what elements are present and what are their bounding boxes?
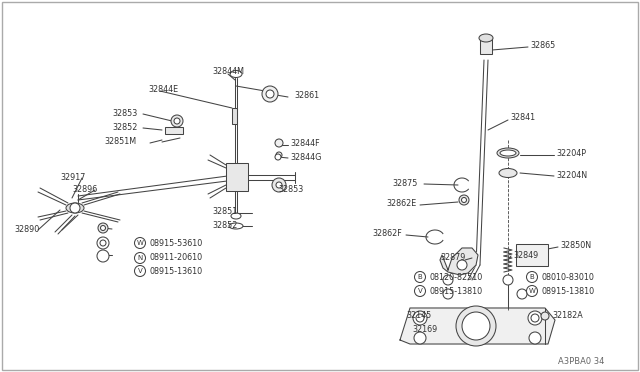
Circle shape bbox=[527, 272, 538, 282]
Circle shape bbox=[98, 223, 108, 233]
Polygon shape bbox=[440, 248, 478, 275]
Circle shape bbox=[134, 253, 145, 263]
Text: 32852: 32852 bbox=[212, 221, 237, 231]
Circle shape bbox=[459, 195, 469, 205]
Circle shape bbox=[415, 285, 426, 296]
Ellipse shape bbox=[500, 150, 516, 156]
Circle shape bbox=[134, 237, 145, 248]
Text: 32890: 32890 bbox=[14, 225, 39, 234]
Circle shape bbox=[541, 312, 549, 320]
Circle shape bbox=[100, 225, 106, 231]
Circle shape bbox=[416, 314, 424, 322]
Text: 32204N: 32204N bbox=[556, 170, 587, 180]
Circle shape bbox=[276, 182, 282, 188]
Bar bbox=[165, 127, 183, 134]
Circle shape bbox=[266, 90, 274, 98]
Circle shape bbox=[443, 275, 453, 285]
Text: B: B bbox=[418, 274, 422, 280]
Circle shape bbox=[97, 237, 109, 249]
Text: 08915-13610: 08915-13610 bbox=[150, 266, 203, 276]
Ellipse shape bbox=[230, 71, 242, 77]
Text: W: W bbox=[136, 240, 143, 246]
Circle shape bbox=[414, 332, 426, 344]
Text: 32862F: 32862F bbox=[372, 228, 402, 237]
Text: 32844M: 32844M bbox=[212, 67, 244, 77]
Circle shape bbox=[529, 332, 541, 344]
Text: 32861: 32861 bbox=[294, 92, 319, 100]
Circle shape bbox=[134, 266, 145, 276]
Circle shape bbox=[503, 275, 513, 285]
Text: 32182A: 32182A bbox=[552, 311, 583, 320]
Circle shape bbox=[272, 178, 286, 192]
Text: 32844F: 32844F bbox=[290, 138, 319, 148]
Text: 32862E: 32862E bbox=[386, 199, 416, 208]
Text: 32850N: 32850N bbox=[560, 241, 591, 250]
Text: 32841: 32841 bbox=[510, 113, 535, 122]
Text: 32875: 32875 bbox=[392, 179, 417, 187]
Circle shape bbox=[171, 115, 183, 127]
Circle shape bbox=[531, 314, 539, 322]
Text: 08915-53610: 08915-53610 bbox=[150, 238, 204, 247]
Text: 32844G: 32844G bbox=[290, 153, 321, 161]
Text: 32204P: 32204P bbox=[556, 148, 586, 157]
Circle shape bbox=[276, 152, 282, 158]
Circle shape bbox=[70, 203, 80, 213]
Text: V: V bbox=[418, 288, 422, 294]
Circle shape bbox=[456, 306, 496, 346]
Text: 32853: 32853 bbox=[112, 109, 137, 118]
Ellipse shape bbox=[231, 213, 241, 219]
Text: 32169: 32169 bbox=[412, 326, 437, 334]
Circle shape bbox=[262, 86, 278, 102]
Text: 32849: 32849 bbox=[513, 250, 538, 260]
Text: 32865: 32865 bbox=[530, 41, 556, 49]
Text: V: V bbox=[138, 268, 142, 274]
Circle shape bbox=[174, 118, 180, 124]
Text: 32844E: 32844E bbox=[148, 86, 178, 94]
Text: 32917: 32917 bbox=[60, 173, 85, 183]
Ellipse shape bbox=[229, 223, 243, 229]
Circle shape bbox=[413, 311, 427, 325]
Text: 08120-82510: 08120-82510 bbox=[430, 273, 483, 282]
Polygon shape bbox=[400, 308, 555, 344]
Text: 32851: 32851 bbox=[212, 208, 237, 217]
Circle shape bbox=[275, 139, 283, 147]
Text: W: W bbox=[529, 288, 536, 294]
Bar bbox=[480, 38, 492, 54]
Bar bbox=[232, 108, 237, 124]
Text: 32852: 32852 bbox=[112, 122, 138, 131]
Circle shape bbox=[528, 311, 542, 325]
Circle shape bbox=[97, 250, 109, 262]
Circle shape bbox=[517, 289, 527, 299]
Ellipse shape bbox=[479, 34, 493, 42]
Circle shape bbox=[457, 260, 467, 270]
Text: 08010-83010: 08010-83010 bbox=[542, 273, 595, 282]
Ellipse shape bbox=[66, 203, 84, 213]
Ellipse shape bbox=[499, 169, 517, 177]
Circle shape bbox=[461, 198, 467, 202]
Text: N: N bbox=[138, 255, 143, 261]
Ellipse shape bbox=[497, 148, 519, 158]
Circle shape bbox=[462, 312, 490, 340]
Text: B: B bbox=[530, 274, 534, 280]
Circle shape bbox=[527, 285, 538, 296]
Text: 32853: 32853 bbox=[278, 186, 303, 195]
Text: 08911-20610: 08911-20610 bbox=[150, 253, 203, 263]
Circle shape bbox=[100, 240, 106, 246]
Text: 32851M: 32851M bbox=[104, 138, 136, 147]
Circle shape bbox=[415, 272, 426, 282]
Bar bbox=[226, 163, 248, 191]
Text: 32145: 32145 bbox=[406, 311, 431, 321]
Text: 08915-13810: 08915-13810 bbox=[542, 286, 595, 295]
Text: 08915-13810: 08915-13810 bbox=[430, 286, 483, 295]
Text: 32879: 32879 bbox=[440, 253, 465, 263]
Text: 32896: 32896 bbox=[72, 186, 97, 195]
Circle shape bbox=[443, 289, 453, 299]
Bar bbox=[516, 244, 548, 266]
Circle shape bbox=[275, 154, 281, 160]
Text: A3PBA0 34: A3PBA0 34 bbox=[558, 357, 604, 366]
